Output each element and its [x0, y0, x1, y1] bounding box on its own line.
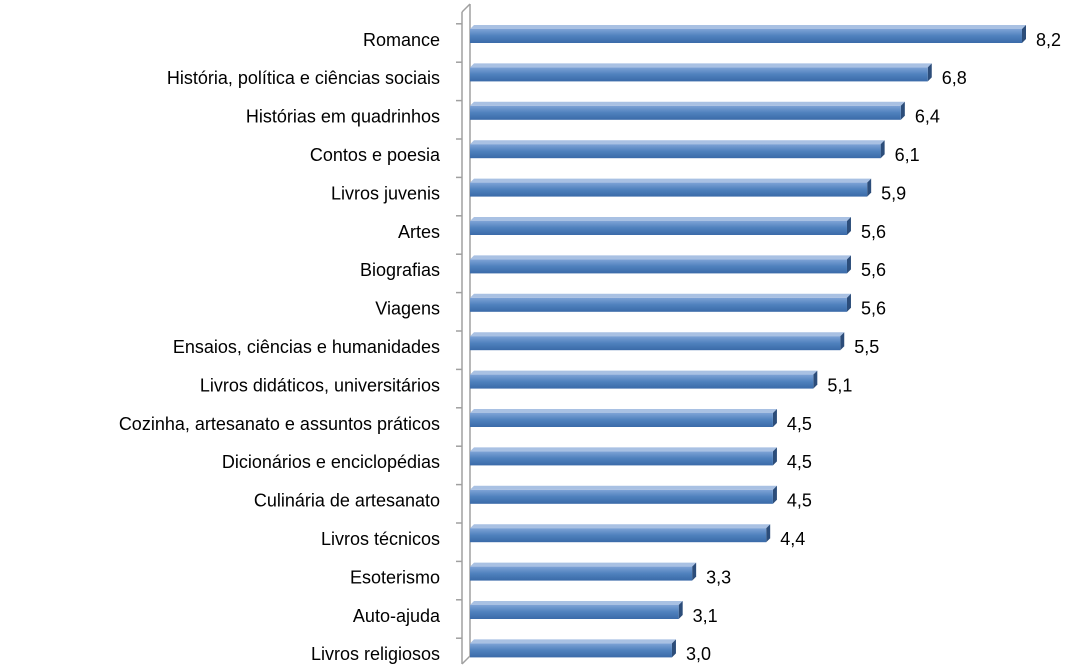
bar-top	[470, 25, 1026, 29]
bar	[470, 489, 773, 504]
bar-end	[846, 255, 851, 274]
bar-top	[470, 178, 872, 183]
axis-depth	[461, 3, 471, 13]
bar-top	[470, 524, 771, 529]
bar	[470, 182, 868, 197]
bar-end	[772, 447, 777, 466]
y-tick-label: Livros didáticos, universitários	[200, 375, 440, 395]
bar-end	[813, 370, 818, 389]
y-tick-label: Dicionários e enciclopédias	[222, 452, 440, 472]
bar	[470, 336, 841, 351]
data-label: 3,1	[693, 606, 718, 626]
bar-end	[846, 217, 851, 235]
bar-top	[470, 332, 845, 337]
bar-top	[470, 255, 851, 260]
bar-end	[867, 178, 872, 197]
bar	[470, 374, 814, 389]
data-label: 6,1	[895, 145, 920, 165]
y-tick-label: Contos e poesia	[310, 145, 441, 165]
y-tick-label: Viagens	[375, 299, 440, 319]
bar-end	[846, 293, 851, 312]
bar	[470, 566, 693, 581]
bar-top	[470, 63, 932, 68]
bar-end	[766, 524, 771, 543]
bar-end	[927, 63, 932, 82]
bar	[470, 413, 773, 427]
data-label: 6,4	[915, 107, 940, 127]
bar	[470, 528, 767, 543]
bar	[470, 221, 847, 235]
y-tick-label: Livros religiosos	[311, 644, 440, 664]
bar	[470, 144, 881, 159]
data-label: 4,5	[787, 414, 812, 434]
data-label: 5,5	[854, 337, 879, 357]
bar-end	[772, 485, 777, 504]
bar-top	[470, 639, 676, 644]
bar-top	[470, 101, 905, 106]
bar-end	[880, 140, 885, 159]
data-label: 3,0	[686, 644, 711, 664]
y-tick-label: Auto-ajuda	[353, 606, 441, 626]
y-tick-label: Ensaios, ciências e humanidades	[173, 337, 440, 357]
bar-end	[678, 601, 683, 619]
y-tick-label: Artes	[398, 222, 440, 242]
y-tick-label: Culinária de artesanato	[254, 491, 440, 511]
bar-end	[900, 101, 905, 120]
bar	[470, 259, 847, 274]
bar-end	[1022, 25, 1026, 43]
y-tick-label: Cozinha, artesanato e assuntos práticos	[119, 414, 440, 434]
axis-depth	[461, 655, 471, 665]
bar	[470, 605, 679, 619]
y-tick-label: Romance	[363, 30, 440, 50]
data-label: 5,6	[861, 260, 886, 280]
bar-end	[772, 409, 777, 427]
bar-top	[470, 293, 851, 298]
bar-end	[692, 562, 697, 581]
data-label: 4,4	[780, 529, 805, 549]
bar-top	[470, 601, 683, 605]
data-label: 5,6	[861, 299, 886, 319]
bar-top	[470, 140, 885, 145]
bar-end	[840, 332, 845, 351]
data-label: 6,8	[942, 68, 967, 88]
y-tick-label: Livros técnicos	[321, 529, 440, 549]
y-tick-label: Biografias	[360, 260, 440, 280]
data-label: 4,5	[787, 491, 812, 511]
bar-top	[470, 370, 818, 375]
axis-frame	[461, 3, 471, 665]
bar	[470, 451, 773, 466]
y-tick-label: Histórias em quadrinhos	[246, 107, 440, 127]
y-tick-label: Esoterismo	[350, 567, 440, 587]
bar-end	[671, 639, 676, 658]
bar	[470, 105, 901, 120]
bar	[470, 29, 1022, 43]
bar-top	[470, 562, 697, 567]
y-tick-label: Livros juvenis	[331, 183, 440, 203]
bar	[470, 643, 672, 658]
data-label: 8,2	[1036, 30, 1061, 50]
data-label: 5,9	[881, 183, 906, 203]
data-label: 5,6	[861, 222, 886, 242]
bar-top	[470, 485, 777, 490]
bar-top	[470, 217, 851, 221]
bar-top	[470, 447, 777, 452]
data-label: 5,1	[827, 375, 852, 395]
bar-top	[470, 409, 777, 413]
bar	[470, 297, 847, 312]
data-label: 3,3	[706, 567, 731, 587]
y-tick-label: História, política e ciências sociais	[167, 68, 440, 88]
bar	[470, 67, 928, 82]
data-label: 4,5	[787, 452, 812, 472]
